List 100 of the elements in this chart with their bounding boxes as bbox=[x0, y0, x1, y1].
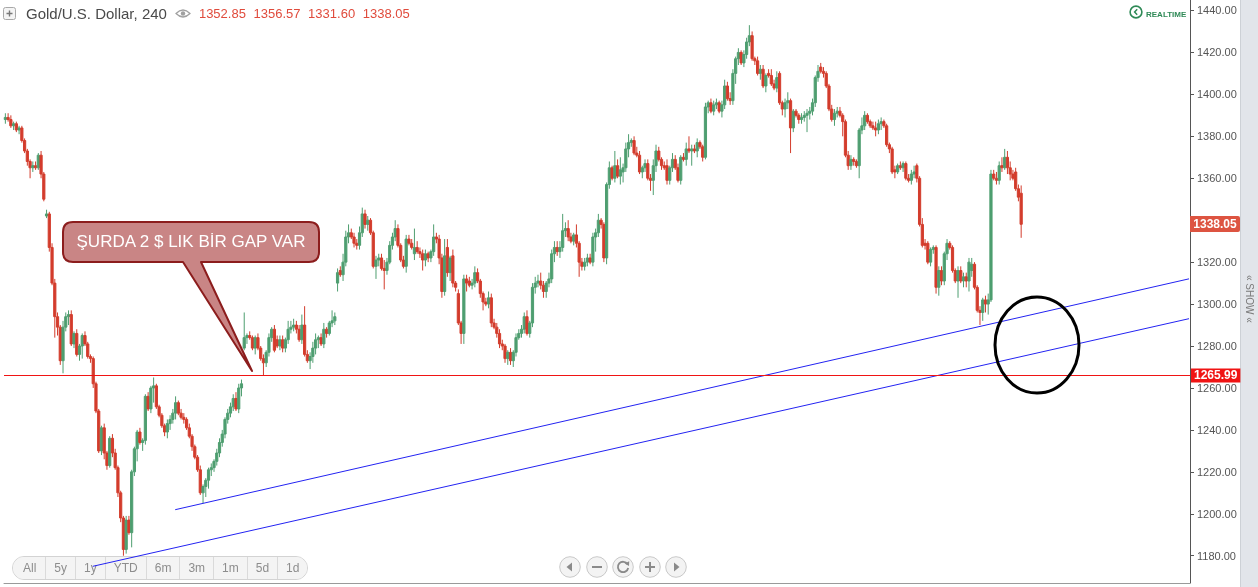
candlestick bbox=[890, 146, 894, 175]
candlestick bbox=[819, 62, 823, 74]
candlestick bbox=[297, 324, 301, 343]
candlestick bbox=[242, 311, 246, 351]
candlestick bbox=[959, 265, 963, 284]
annotation: 3m bbox=[188, 561, 206, 575]
candlestick bbox=[992, 169, 996, 181]
y-tick-label: 1180.00 bbox=[1197, 549, 1236, 562]
candlestick bbox=[374, 255, 378, 280]
candlestick bbox=[17, 125, 21, 135]
candlestick bbox=[939, 265, 944, 286]
annotation: 5d bbox=[255, 561, 270, 575]
annotation: ŞURDA 2 $ LIK BİR GAP VAR bbox=[76, 232, 306, 252]
annotation: 1y bbox=[84, 561, 97, 575]
annotation: All bbox=[23, 561, 37, 575]
candlestick bbox=[602, 221, 606, 263]
candlestick bbox=[613, 150, 617, 183]
candlestick bbox=[324, 326, 329, 339]
annotation: REALTIME bbox=[1146, 10, 1187, 19]
candlestick bbox=[632, 135, 636, 156]
range-button: 1d bbox=[277, 557, 308, 579]
y-tick-label: 1220.00 bbox=[1197, 465, 1237, 478]
candlestick bbox=[896, 163, 900, 175]
candlestick bbox=[352, 232, 356, 248]
candlestick bbox=[525, 309, 529, 337]
candlestick bbox=[503, 343, 507, 364]
candlestick bbox=[852, 156, 856, 167]
candlestick bbox=[127, 515, 131, 536]
candlestick bbox=[146, 391, 150, 412]
price-tag: 1338.05 bbox=[1190, 216, 1240, 233]
y-tick-label: 1360.00 bbox=[1197, 172, 1237, 185]
annotation: 5y bbox=[54, 561, 68, 575]
candlestick bbox=[566, 219, 570, 242]
annotation: 1d bbox=[286, 561, 300, 575]
candlestick bbox=[108, 435, 112, 469]
candlestick bbox=[415, 240, 419, 255]
candlestick bbox=[404, 234, 408, 274]
candlestick bbox=[879, 116, 883, 131]
candlestick bbox=[555, 240, 559, 257]
y-tick-label: 1280.00 bbox=[1197, 340, 1237, 353]
candlestick bbox=[333, 311, 337, 326]
candlestick bbox=[322, 322, 326, 349]
candlestick bbox=[591, 232, 595, 267]
candlestick bbox=[588, 253, 592, 265]
candlestick bbox=[75, 328, 79, 358]
candlestick bbox=[522, 311, 526, 334]
candlestick bbox=[797, 112, 801, 125]
candlestick bbox=[709, 98, 713, 114]
candlestick bbox=[775, 70, 779, 93]
candlestick bbox=[981, 297, 985, 322]
candlestick bbox=[701, 144, 705, 162]
candlestick bbox=[937, 265, 941, 297]
candlestick bbox=[585, 253, 589, 267]
candlestick bbox=[865, 112, 870, 125]
candlestick bbox=[366, 215, 370, 232]
candlestick bbox=[319, 332, 323, 347]
candlestick bbox=[253, 335, 257, 355]
candlestick bbox=[679, 154, 683, 186]
y-tick-label: 1240.00 bbox=[1197, 423, 1237, 436]
candlestick bbox=[997, 160, 1001, 186]
annotation: 1m bbox=[222, 561, 239, 575]
candlestick bbox=[506, 349, 510, 366]
candlestick bbox=[901, 160, 905, 173]
candlestick bbox=[124, 515, 128, 555]
candlestick bbox=[684, 142, 688, 167]
y-tick-label: 1320.00 bbox=[1197, 256, 1237, 269]
candlestick bbox=[898, 160, 902, 171]
y-tick-label: 1440.00 bbox=[1197, 4, 1237, 17]
candlestick bbox=[237, 383, 241, 414]
candlestick bbox=[1000, 156, 1004, 173]
candlestick bbox=[44, 209, 49, 219]
candlestick bbox=[983, 295, 988, 313]
y-tick-label: 1400.00 bbox=[1197, 88, 1237, 101]
annotation: YTD bbox=[113, 561, 138, 575]
candlestick bbox=[758, 64, 762, 81]
candlestick bbox=[1003, 148, 1007, 171]
candlestick bbox=[712, 100, 716, 116]
candlestick bbox=[761, 64, 765, 89]
y-tick-label: 1200.00 bbox=[1197, 507, 1237, 520]
candlestick bbox=[473, 265, 477, 288]
candlestick bbox=[769, 68, 773, 87]
candlestick bbox=[928, 246, 933, 267]
candlestick bbox=[805, 108, 809, 133]
candlestick bbox=[692, 144, 697, 154]
candlestick bbox=[610, 165, 614, 181]
candlestick bbox=[849, 154, 853, 171]
y-tick-label: 1380.00 bbox=[1197, 130, 1237, 143]
candlestick bbox=[426, 251, 430, 263]
candlestick bbox=[3, 112, 7, 125]
candlestick bbox=[278, 335, 282, 351]
y-tick-label: 1300.00 bbox=[1197, 298, 1237, 311]
candlestick bbox=[467, 276, 471, 288]
annotation: 6m bbox=[154, 561, 172, 575]
candlestick bbox=[234, 391, 238, 412]
candlestick bbox=[1019, 184, 1023, 239]
candlestick bbox=[448, 255, 452, 282]
candlestick bbox=[421, 249, 425, 272]
candlestick bbox=[717, 100, 721, 114]
candlestick bbox=[176, 400, 180, 416]
candlestick bbox=[583, 257, 587, 272]
